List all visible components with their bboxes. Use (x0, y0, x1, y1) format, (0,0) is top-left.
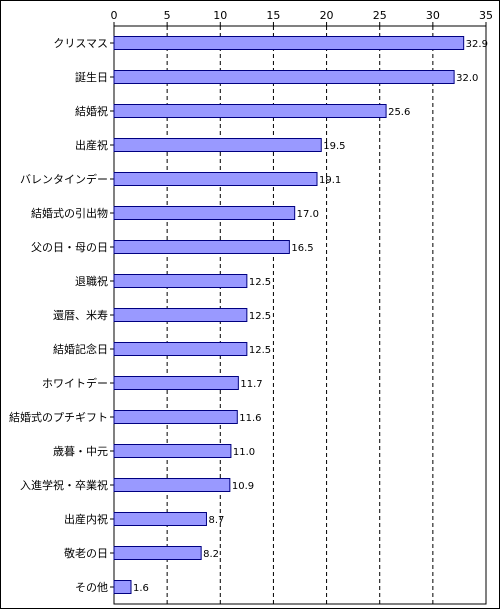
x-tick-label: 10 (213, 9, 227, 22)
x-tick-label: 25 (373, 9, 387, 22)
bar (113, 444, 232, 458)
data-label: 10.9 (232, 481, 254, 492)
data-label: 25.6 (388, 107, 410, 118)
bar (113, 206, 296, 220)
category-label: その他 (75, 581, 108, 594)
bar (113, 410, 238, 424)
bar (113, 104, 387, 118)
x-tick-label: 30 (426, 9, 440, 22)
bar (113, 512, 207, 526)
data-label: 19.1 (319, 175, 341, 186)
category-label: 父の日・母の日 (31, 241, 108, 254)
category-label: クリスマス (53, 37, 108, 50)
category-label: 敬老の日 (64, 547, 108, 560)
bar (113, 308, 248, 322)
data-label: 19.5 (323, 141, 345, 152)
x-tick-label: 15 (266, 9, 280, 22)
bar (113, 138, 322, 152)
category-label: 結婚記念日 (53, 342, 108, 356)
data-label: 1.6 (133, 583, 149, 594)
data-label: 11.6 (239, 413, 261, 424)
bar (113, 274, 248, 288)
data-label: 12.5 (249, 345, 271, 356)
category-label: 結婚祝 (75, 104, 108, 118)
category-label: 出産祝 (75, 138, 108, 152)
x-tick-label: 35 (479, 9, 493, 22)
data-label: 12.5 (249, 311, 271, 322)
data-label: 17.0 (297, 209, 319, 220)
data-label: 32.0 (456, 73, 478, 84)
data-label: 11.0 (233, 447, 255, 458)
x-tick-label: 0 (111, 9, 118, 22)
category-label: 出産内祝 (64, 512, 108, 526)
bar (113, 580, 132, 594)
category-label: ホワイトデー (42, 376, 108, 390)
x-tick-label: 5 (164, 9, 171, 22)
category-label: 結婚式の引出物 (31, 206, 108, 220)
category-label: 誕生日 (75, 70, 108, 84)
data-label: 12.5 (249, 277, 271, 288)
category-label: 還暦、米寿 (53, 308, 108, 322)
category-label: 結婚式のプチギフト (9, 410, 108, 424)
x-tick-label: 20 (320, 9, 334, 22)
bar (113, 376, 239, 390)
bar (113, 172, 318, 186)
data-label: 16.5 (291, 243, 313, 254)
data-label: 8.7 (208, 515, 224, 526)
bar (113, 546, 202, 560)
category-label: 退職祝 (75, 274, 108, 288)
category-label: 歳暮・中元 (53, 444, 108, 458)
bar (113, 36, 465, 50)
category-label: バレンタインデー (20, 172, 108, 186)
bar (113, 342, 248, 356)
category-label: 入進学祝・卒業祝 (20, 478, 108, 492)
bar (113, 478, 231, 492)
bar (113, 240, 290, 254)
data-label: 8.2 (203, 549, 219, 560)
data-label: 11.7 (240, 379, 262, 390)
data-label: 32.9 (466, 39, 488, 50)
bar (113, 70, 455, 84)
